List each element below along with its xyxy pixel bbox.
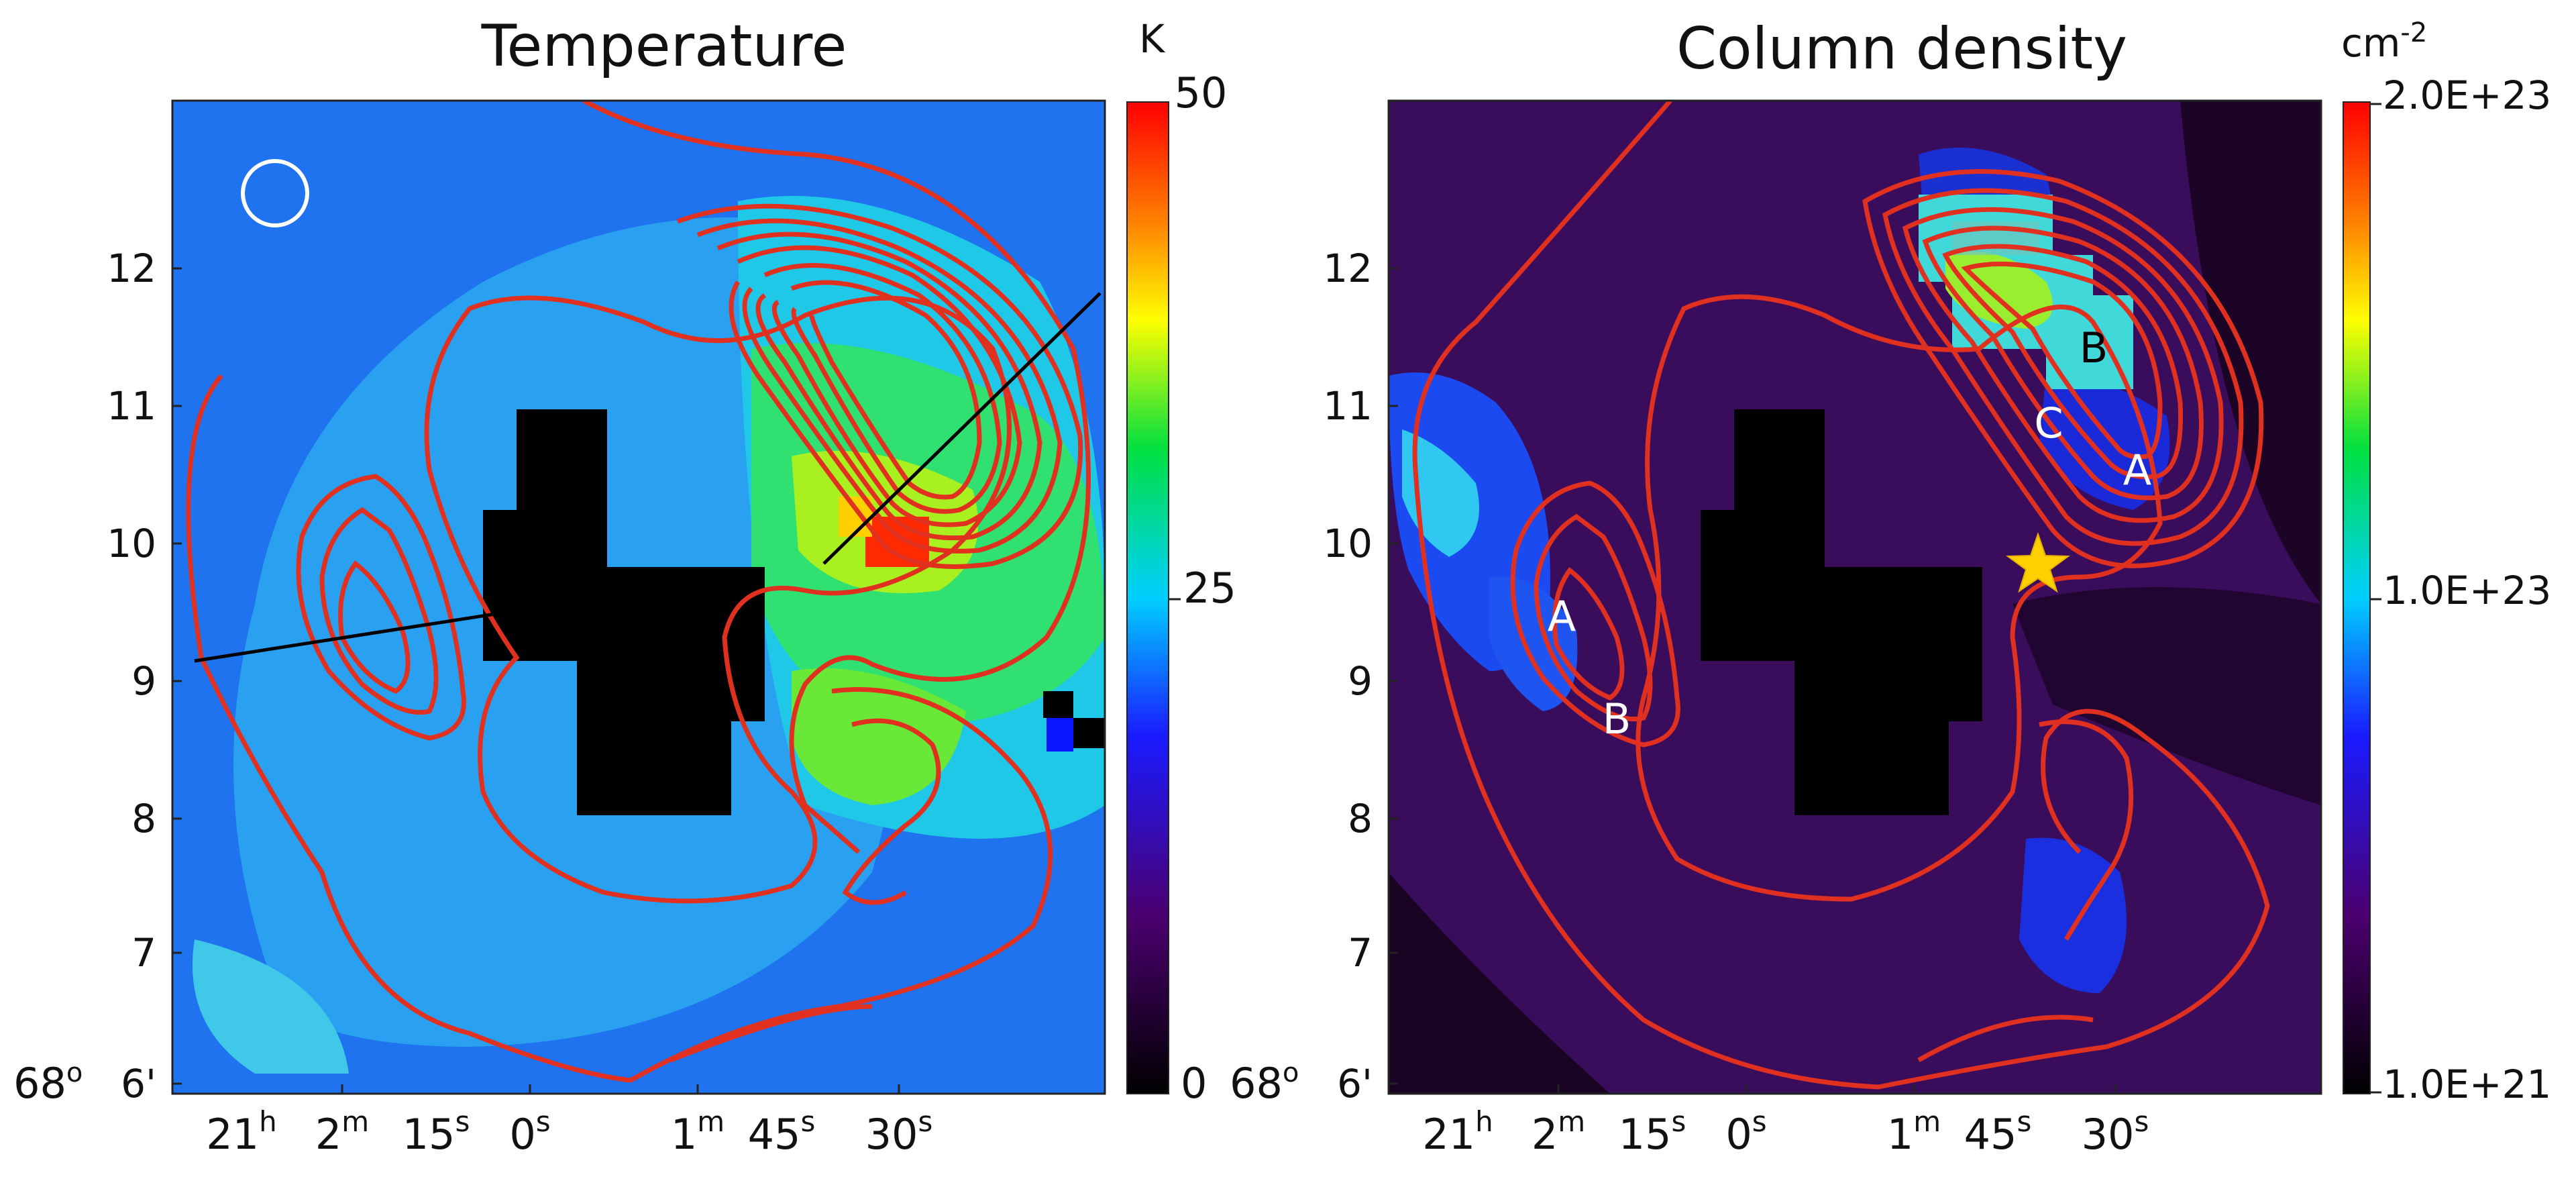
ra-tick-label: 1m [671,1105,724,1159]
ra-tick-label: 30s [2082,1105,2149,1159]
ra-tick-label: 21h [206,1105,277,1159]
column-density-map: A B A B C [1389,101,2321,1094]
ra-tick-label: 0s [1725,1105,1766,1159]
dec-tick-label: 6' [121,1061,156,1106]
dec-degree-label: 68o [13,1057,83,1108]
temperature-title: Temperature [481,13,847,80]
dec-tick-label: 10 [107,521,156,566]
temperature-dec-labels: 12 11 10 9 8 7 6' 68o [13,246,182,1108]
ra-tick-label: 45s [748,1105,816,1159]
ra-tick-label: 15s [1619,1105,1686,1159]
column-density-ra-labels: 21h 2m 15s 0s 1m 45s 30s [1422,1084,2149,1159]
ra-tick-label: 2m [315,1105,369,1159]
column-density-dec-labels: 12 11 10 9 8 7 6' 68o [1230,246,1398,1108]
column-density-colorbar-unit: cm-2 [2341,17,2427,66]
column-density-colorbar-tick-max: 2.0E+23 [2383,72,2551,118]
temperature-colorbar [1126,101,1169,1094]
ra-tick-label: 15s [402,1105,470,1159]
dec-tick-label: 11 [1323,383,1373,429]
dec-tick-label: 12 [1323,246,1373,291]
temperature-colorbar-tick-min: 0 [1181,1059,1207,1108]
cut-line-1 [194,609,517,663]
temperature-colorbar-unit: K [1139,16,1166,62]
dec-degree-label: 68o [1230,1057,1299,1108]
annotation-a-right: A [2123,446,2151,495]
column-density-colorbar-tick-mid: 1.0E+23 [2383,568,2551,613]
annotation-a-left: A [1548,592,1576,641]
temperature-ra-labels: 21h 2m 15s 0s 1m 45s 30s [206,1084,932,1159]
ra-tick-label: 2m [1532,1105,1585,1159]
dec-tick-label: 7 [1348,930,1373,976]
column-density-panel: Column density [1230,15,2551,1159]
column-density-colorbar-tick-min: 1.0E+21 [2383,1062,2551,1107]
dec-tick-label: 8 [131,796,156,841]
ra-tick-label: 0s [509,1105,550,1159]
column-density-colorbar [2343,101,2371,1094]
column-density-map-frame [1387,99,2322,1095]
temperature-map-frame [171,99,1106,1095]
temperature-colorbar-tick-max: 50 [1175,68,1228,117]
dec-tick-label: 10 [1323,521,1373,566]
column-density-contours [1412,101,2270,1090]
dec-tick-label: 8 [1348,796,1373,841]
ra-tick-label: 1m [1887,1105,1941,1159]
dec-tick-label: 9 [1348,658,1373,704]
temperature-panel: Temperature [13,13,1236,1159]
temperature-map [172,101,1105,1094]
cut-line-2 [822,292,1102,565]
column-density-title: Column density [1676,15,2127,83]
dec-tick-label: 7 [131,930,156,976]
star-marker [2006,531,2070,593]
beam-circle [241,159,309,227]
annotation-b-right: B [2080,323,2108,372]
ra-tick-label: 21h [1422,1105,1493,1159]
ra-tick-label: 30s [865,1105,933,1159]
temperature-contours [186,101,1091,1083]
dec-tick-label: 11 [107,383,156,429]
temperature-colorbar-tick-mid: 25 [1183,564,1236,613]
dec-tick-label: 6' [1337,1061,1373,1106]
dec-tick-label: 9 [131,658,156,704]
dec-tick-label: 12 [107,246,156,291]
annotation-b-left: B [1603,694,1631,743]
annotation-c: C [2034,399,2063,448]
ra-tick-label: 45s [1964,1105,2032,1159]
